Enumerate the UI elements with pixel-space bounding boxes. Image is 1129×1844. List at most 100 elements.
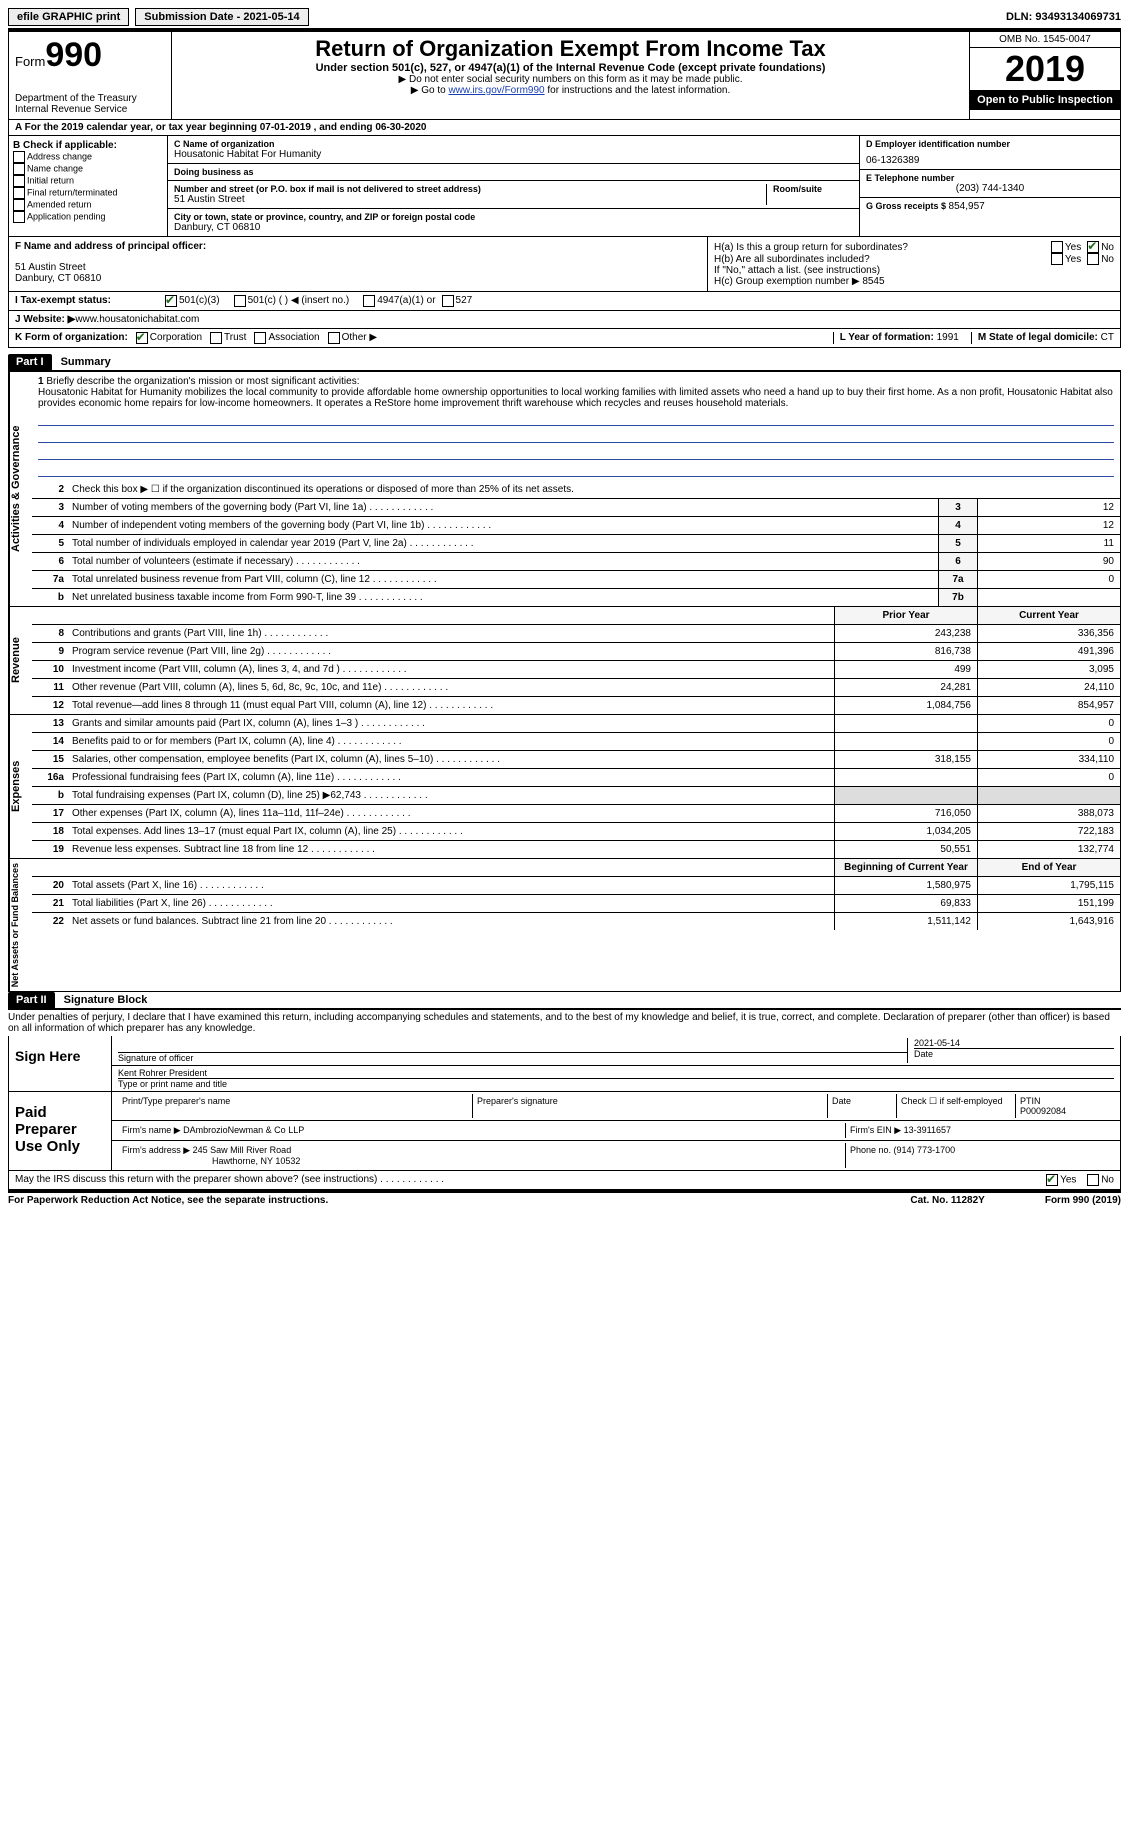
domicile-value: CT bbox=[1101, 332, 1114, 343]
address-change-checkbox[interactable] bbox=[13, 151, 25, 163]
app-pending-checkbox[interactable] bbox=[13, 211, 25, 223]
line-21: 21Total liabilities (Part X, line 26)69,… bbox=[32, 895, 1120, 913]
line-15: 15Salaries, other compensation, employee… bbox=[32, 751, 1120, 769]
hb-yes-checkbox[interactable] bbox=[1051, 253, 1063, 265]
top-bar: efile GRAPHIC print Submission Date - 20… bbox=[8, 8, 1121, 26]
line-5: 5Total number of individuals employed in… bbox=[32, 535, 1120, 553]
ptin-label: PTIN bbox=[1020, 1096, 1041, 1106]
line-6: 6Total number of volunteers (estimate if… bbox=[32, 553, 1120, 571]
domicile-label: M State of legal domicile: bbox=[978, 332, 1101, 343]
goto-pre: Go to bbox=[421, 85, 448, 96]
org-name-label: C Name of organization bbox=[174, 139, 853, 149]
beginning-year-header: Beginning of Current Year bbox=[834, 859, 977, 876]
firm-ein-label: Firm's EIN ▶ bbox=[850, 1125, 904, 1135]
sign-here-block: Sign Here Signature of officer 2021-05-1… bbox=[8, 1036, 1121, 1092]
firm-addr-label: Firm's address ▶ bbox=[122, 1145, 193, 1155]
hb-note: If "No," attach a list. (see instruction… bbox=[714, 265, 1114, 276]
year-formation-value: 1991 bbox=[937, 332, 959, 343]
dln-value: 93493134069731 bbox=[1035, 11, 1121, 23]
line-3: 3Number of voting members of the governi… bbox=[32, 499, 1120, 517]
mission-row: 1 Briefly describe the organization's mi… bbox=[32, 372, 1120, 481]
prior-year-header: Prior Year bbox=[834, 607, 977, 624]
line-14: 14Benefits paid to or for members (Part … bbox=[32, 733, 1120, 751]
expenses-section: Expenses 13Grants and similar amounts pa… bbox=[8, 715, 1121, 859]
line-19: 19Revenue less expenses. Subtract line 1… bbox=[32, 841, 1120, 858]
irs-link[interactable]: www.irs.gov/Form990 bbox=[448, 85, 544, 96]
revenue-section: Revenue Prior Year Current Year 8Contrib… bbox=[8, 607, 1121, 715]
row-j-website: J Website: ▶ www.housatonichabitat.com bbox=[8, 311, 1121, 329]
discuss-row: May the IRS discuss this return with the… bbox=[8, 1171, 1121, 1190]
header-mid: Return of Organization Exempt From Incom… bbox=[172, 32, 969, 119]
hc-label: H(c) Group exemption number ▶ bbox=[714, 276, 862, 287]
part1-header: Part I bbox=[8, 354, 52, 370]
assoc-checkbox[interactable] bbox=[254, 332, 266, 344]
line-16a: 16aProfessional fundraising fees (Part I… bbox=[32, 769, 1120, 787]
hb-yes-label: Yes bbox=[1065, 254, 1081, 265]
officer-name-label: Type or print name and title bbox=[118, 1078, 1114, 1089]
hb-no-label: No bbox=[1101, 254, 1114, 265]
paid-preparer-label: Paid Preparer Use Only bbox=[9, 1092, 112, 1170]
line-9: 9Program service revenue (Part VIII, lin… bbox=[32, 643, 1120, 661]
website-value: www.housatonichabitat.com bbox=[75, 314, 199, 325]
street-label: Number and street (or P.O. box if mail i… bbox=[174, 184, 760, 194]
firm-name: DAmbrozioNewman & Co LLP bbox=[183, 1125, 304, 1135]
officer-name: Kent Rohrer President bbox=[118, 1068, 1114, 1078]
discuss-yes-label: Yes bbox=[1060, 1175, 1076, 1186]
ein-value: 06-1326389 bbox=[866, 155, 1114, 166]
501c3-label: 501(c)(3) bbox=[179, 295, 220, 307]
city-state-zip: Danbury, CT 06810 bbox=[174, 222, 853, 233]
col-b-header: B Check if applicable: bbox=[13, 140, 163, 151]
discuss-no-checkbox[interactable] bbox=[1087, 1174, 1099, 1186]
self-employed-label: Check ☐ if self-employed bbox=[897, 1094, 1016, 1118]
website-label: J Website: ▶ bbox=[15, 314, 75, 325]
footer-formno: Form 990 (2019) bbox=[1045, 1195, 1121, 1206]
dept-treasury: Department of the Treasury bbox=[15, 93, 165, 104]
omb-number: OMB No. 1545-0047 bbox=[970, 32, 1120, 48]
discuss-no-label: No bbox=[1101, 1175, 1114, 1186]
amended-return-checkbox[interactable] bbox=[13, 199, 25, 211]
corp-checkbox[interactable] bbox=[136, 332, 148, 344]
netassets-side-label: Net Assets or Fund Balances bbox=[9, 859, 32, 991]
ha-yes-checkbox[interactable] bbox=[1051, 241, 1063, 253]
trust-checkbox[interactable] bbox=[210, 332, 222, 344]
corp-label: Corporation bbox=[150, 332, 202, 344]
address-change-label: Address change bbox=[27, 151, 92, 161]
preparer-date-label: Date bbox=[828, 1094, 897, 1118]
501c-checkbox[interactable] bbox=[234, 295, 246, 307]
final-return-checkbox[interactable] bbox=[13, 187, 25, 199]
other-checkbox[interactable] bbox=[328, 332, 340, 344]
entity-grid: B Check if applicable: Address change Na… bbox=[8, 136, 1121, 237]
efile-button[interactable]: efile GRAPHIC print bbox=[8, 8, 129, 26]
submission-date-button[interactable]: Submission Date - 2021-05-14 bbox=[135, 8, 308, 26]
line-4: 4Number of independent voting members of… bbox=[32, 517, 1120, 535]
col-c: C Name of organization Housatonic Habita… bbox=[168, 136, 859, 236]
revenue-side-label: Revenue bbox=[9, 607, 32, 714]
footer-catno: Cat. No. 11282Y bbox=[910, 1195, 984, 1206]
initial-return-label: Initial return bbox=[27, 175, 74, 185]
part2-title: Signature Block bbox=[64, 994, 148, 1006]
goto-post: for instructions and the latest informat… bbox=[545, 85, 731, 96]
4947-checkbox[interactable] bbox=[363, 295, 375, 307]
principal-officer: F Name and address of principal officer:… bbox=[9, 237, 708, 291]
street-address: 51 Austin Street bbox=[174, 194, 760, 205]
part1-bar: Part I Summary bbox=[8, 354, 1121, 372]
form-org-label: K Form of organization: bbox=[15, 332, 128, 344]
tax-year: 2019 bbox=[970, 48, 1120, 90]
name-change-checkbox[interactable] bbox=[13, 163, 25, 175]
ha-no-checkbox[interactable] bbox=[1087, 241, 1099, 253]
gross-receipts-label: G Gross receipts $ bbox=[866, 201, 949, 211]
netassets-section: Net Assets or Fund Balances Beginning of… bbox=[8, 859, 1121, 992]
hb-no-checkbox[interactable] bbox=[1087, 253, 1099, 265]
discuss-yes-checkbox[interactable] bbox=[1046, 1174, 1058, 1186]
officer-label: F Name and address of principal officer: bbox=[15, 241, 701, 252]
501c3-checkbox[interactable] bbox=[165, 295, 177, 307]
initial-return-checkbox[interactable] bbox=[13, 175, 25, 187]
line-20: 20Total assets (Part X, line 16)1,580,97… bbox=[32, 877, 1120, 895]
hb-label: H(b) Are all subordinates included? bbox=[714, 254, 1051, 265]
col-b-checkboxes: B Check if applicable: Address change Na… bbox=[9, 136, 168, 236]
527-checkbox[interactable] bbox=[442, 295, 454, 307]
city-label: City or town, state or province, country… bbox=[174, 212, 853, 222]
ha-label: H(a) Is this a group return for subordin… bbox=[714, 242, 1051, 253]
mission-num: 1 bbox=[38, 376, 44, 387]
app-pending-label: Application pending bbox=[27, 211, 106, 221]
